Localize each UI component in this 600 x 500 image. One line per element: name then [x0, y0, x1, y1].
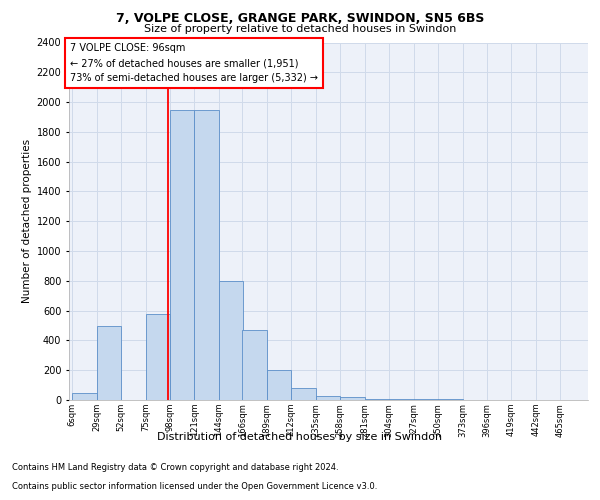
Bar [97, 326, 121, 400]
Text: 7, VOLPE CLOSE, GRANGE PARK, SWINDON, SN5 6BS: 7, VOLPE CLOSE, GRANGE PARK, SWINDON, SN… [116, 12, 484, 26]
Bar [291, 388, 316, 400]
Bar [340, 397, 365, 400]
Text: Distribution of detached houses by size in Swindon: Distribution of detached houses by size … [157, 432, 443, 442]
Bar [146, 314, 170, 400]
Bar [242, 330, 267, 400]
Text: Contains public sector information licensed under the Open Government Licence v3: Contains public sector information licen… [12, 482, 377, 491]
Text: Contains HM Land Registry data © Crown copyright and database right 2024.: Contains HM Land Registry data © Crown c… [12, 464, 338, 472]
Bar [194, 110, 219, 400]
Bar [267, 370, 291, 400]
Text: 7 VOLPE CLOSE: 96sqm
← 27% of detached houses are smaller (1,951)
73% of semi-de: 7 VOLPE CLOSE: 96sqm ← 27% of detached h… [70, 43, 318, 83]
Bar [219, 281, 244, 400]
Y-axis label: Number of detached properties: Number of detached properties [22, 139, 32, 304]
Bar [72, 392, 97, 400]
Bar [170, 110, 194, 400]
Bar [316, 396, 340, 400]
Text: Size of property relative to detached houses in Swindon: Size of property relative to detached ho… [144, 24, 456, 34]
